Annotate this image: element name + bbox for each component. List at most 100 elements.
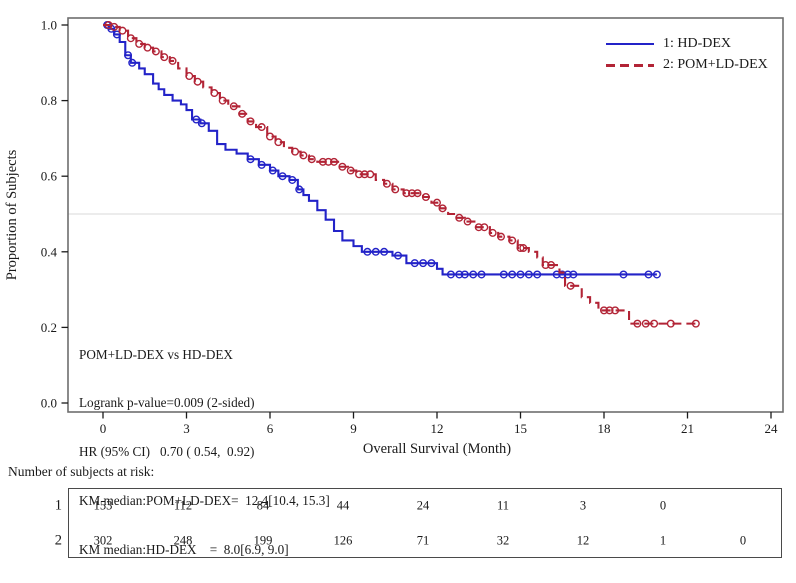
censor-mark-pom-ld-dex — [605, 306, 614, 315]
at-risk-count: 126 — [333, 533, 353, 548]
censor-mark-pom-ld-dex — [402, 189, 411, 198]
legend-label-pom-ld-dex: 2: POM+LD-DEX — [663, 57, 768, 72]
censor-mark-hd-dex — [288, 175, 297, 184]
censor-mark-pom-ld-dex — [299, 151, 308, 160]
censor-mark-hd-dex — [516, 270, 525, 279]
censor-mark-pom-ld-dex — [641, 319, 650, 328]
y-tick-label: 0.2 — [41, 320, 57, 335]
censor-mark-hd-dex — [477, 270, 486, 279]
censor-mark-pom-ld-dex — [666, 319, 675, 328]
censor-mark-pom-ld-dex — [547, 261, 556, 270]
at-risk-count: 32 — [496, 533, 510, 548]
censor-mark-hd-dex — [460, 270, 469, 279]
legend-item-pom-ld-dex: 2: POM+LD-DEX — [606, 57, 768, 73]
censor-mark-hd-dex — [552, 270, 561, 279]
legend-item-hd-dex: 1: HD-DEX — [606, 36, 768, 52]
annotation-km-median-hd: KM median:HD-DEX = 8.0[6.9, 9.0] — [79, 542, 289, 558]
at-risk-count: 24 — [416, 498, 430, 513]
censor-mark-pom-ld-dex — [391, 185, 400, 194]
at-risk-section: Number of subjects at risk: 1 2 153 112 84… — [0, 460, 796, 583]
km-chart-svg: 0.0 0.2 0.4 0.6 0.8 1.0 0 3 6 9 12 15 18 21 24 Overall… — [4, 17, 784, 457]
censor-mark-hd-dex — [128, 58, 137, 67]
censor-mark-hd-dex — [112, 30, 121, 39]
y-tick-label: 0.0 — [41, 396, 57, 411]
censor-mark-hd-dex — [380, 247, 389, 256]
censor-mark-hd-dex — [394, 251, 403, 260]
censor-mark-pom-ld-dex — [324, 157, 333, 166]
at-risk-title: Number of subjects at risk: — [8, 464, 155, 479]
censor-mark-pom-ld-dex — [611, 306, 620, 315]
censor-mark-pom-ld-dex — [318, 157, 327, 166]
at-risk-count: 12 — [576, 533, 590, 548]
censor-mark-pom-ld-dex — [118, 26, 127, 35]
censor-mark-pom-ld-dex — [246, 117, 255, 126]
censor-mark-pom-ld-dex — [238, 109, 247, 118]
dashed-line-swatch-icon — [606, 57, 654, 73]
censor-mark-pom-ld-dex — [346, 166, 355, 175]
censor-mark-pom-ld-dex — [274, 138, 283, 147]
censor-mark-hd-dex — [192, 115, 201, 124]
km-curve-hd-dex — [103, 23, 657, 276]
censor-mark-pom-ld-dex — [110, 22, 119, 31]
censor-mark-hd-dex — [652, 270, 661, 279]
censor-mark-pom-ld-dex — [160, 53, 169, 62]
censor-mark-hd-dex — [508, 270, 517, 279]
censor-mark-pom-ld-dex — [307, 155, 316, 164]
at-risk-count: 1 — [659, 533, 667, 548]
solid-line-swatch-icon — [606, 36, 654, 52]
censor-mark-pom-ld-dex — [382, 179, 391, 188]
censor-mark-hd-dex — [371, 247, 380, 256]
censor-mark-pom-ld-dex — [407, 189, 416, 198]
annotation-hazard-ratio: HR (95% CI) 0.70 ( 0.54, 0.92) — [79, 444, 255, 460]
censor-mark-hd-dex — [427, 259, 436, 268]
censor-mark-hd-dex — [563, 270, 572, 279]
censor-mark-pom-ld-dex — [455, 213, 464, 222]
censor-mark-pom-ld-dex — [229, 102, 238, 111]
censor-mark-pom-ld-dex — [519, 244, 528, 253]
censor-mark-hd-dex — [619, 270, 628, 279]
stats-annotation: POM+LD-DEX vs HD-DEX Logrank p-value=0.0… — [79, 314, 352, 583]
censor-mark-pom-ld-dex — [541, 261, 550, 270]
censor-mark-pom-ld-dex — [330, 157, 339, 166]
x-tick-label: 0 — [100, 421, 107, 436]
km-curve-pom-ld-dex — [103, 23, 699, 325]
censor-mark-pom-ld-dex — [168, 56, 177, 65]
censor-mark-pom-ld-dex — [508, 236, 517, 245]
x-tick-label: 24 — [765, 421, 779, 436]
at-risk-count: 44 — [336, 498, 350, 513]
at-risk-count: 112 — [173, 498, 193, 513]
censor-mark-pom-ld-dex — [421, 192, 430, 201]
censor-mark-hd-dex — [278, 172, 287, 181]
censor-mark-pom-ld-dex — [691, 319, 700, 328]
at-risk-count: 0 — [739, 533, 747, 548]
at-risk-count: 302 — [93, 533, 113, 548]
legend: 1: HD-DEX 2: POM+LD-DEX — [606, 36, 768, 73]
censor-mark-pom-ld-dex — [366, 170, 375, 179]
censor-mark-pom-ld-dex — [210, 89, 219, 98]
at-risk-row-label-1: 1 — [54, 497, 62, 514]
censor-mark-pom-ld-dex — [291, 147, 300, 156]
censor-mark-hd-dex — [124, 51, 133, 60]
x-tick-label: 9 — [350, 421, 357, 436]
censor-mark-pom-ld-dex — [497, 232, 506, 241]
at-risk-table — [68, 488, 782, 558]
censor-mark-pom-ld-dex — [151, 47, 160, 56]
at-risk-row-label-2: 2 — [54, 532, 62, 549]
censor-mark-pom-ld-dex — [463, 217, 472, 226]
y-tick-label: 0.6 — [41, 169, 58, 184]
censor-mark-pom-ld-dex — [480, 223, 489, 232]
plot-area: 0.0 0.2 0.4 0.6 0.8 1.0 0 3 6 9 12 15 18 21 24 Overall… — [4, 17, 784, 557]
x-tick-label: 21 — [681, 421, 694, 436]
x-tick-label: 6 — [267, 421, 274, 436]
censor-mark-hd-dex — [268, 166, 277, 175]
annotation-logrank: Logrank p-value=0.009 (2-sided) — [79, 395, 255, 411]
censor-mark-hd-dex — [410, 259, 419, 268]
annotation-km-median-pom: KM median:POM+LD-DEX= 12.4[10.4, 15.3] — [79, 493, 330, 509]
censor-mark-hd-dex — [644, 270, 653, 279]
censor-mark-pom-ld-dex — [600, 306, 609, 315]
at-risk-count: 84 — [256, 498, 270, 513]
x-tick-label: 15 — [514, 421, 527, 436]
legend-label-hd-dex: 1: HD-DEX — [663, 36, 732, 51]
y-axis-title: Proportion of Subjects — [4, 149, 20, 280]
